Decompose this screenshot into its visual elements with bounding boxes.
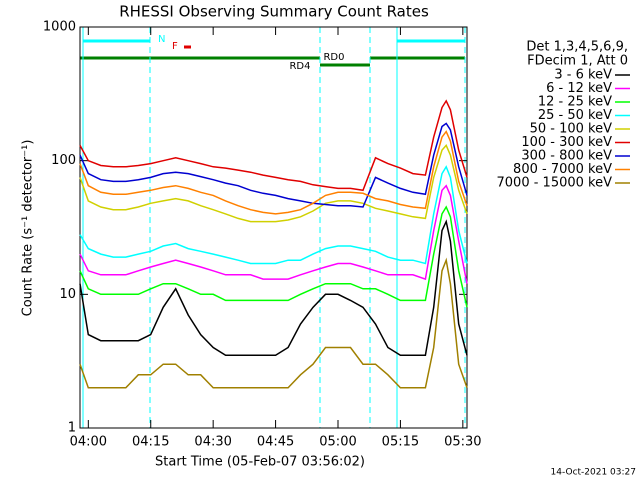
series-line <box>79 130 468 215</box>
legend-label: 7000 - 15000 keV <box>497 176 613 191</box>
plot-frame <box>79 26 468 429</box>
x-axis-label: Start Time (05-Feb-07 03:56:02) <box>155 455 365 470</box>
x-tick-label: 04:15 <box>132 435 169 450</box>
annotation: RD4 <box>289 61 310 72</box>
legend-label: 6 - 12 keV <box>546 81 612 96</box>
series-line <box>79 205 468 308</box>
series-line <box>79 144 468 223</box>
legend-label: 50 - 100 keV <box>530 122 613 137</box>
x-tick-label: 04:00 <box>70 435 107 450</box>
annotation: F <box>172 41 178 52</box>
y-tick-label: 1000 <box>43 20 76 35</box>
legend-label: 100 - 300 keV <box>521 135 612 150</box>
legend-label: 300 - 800 keV <box>521 149 612 164</box>
y-tick-label: 1 <box>68 421 76 436</box>
y-axis-label: Count Rate (s⁻¹ detector⁻¹) <box>21 140 36 317</box>
x-tick-label: 05:00 <box>319 435 356 450</box>
legend-label: 12 - 25 keV <box>538 95 612 110</box>
y-tick-label: 10 <box>59 287 76 302</box>
chart-title: RHESSI Observing Summary Count Rates <box>119 3 429 21</box>
annotation: N <box>158 34 165 45</box>
series-line <box>79 99 468 192</box>
x-tick-label: 05:15 <box>382 435 419 450</box>
series-line <box>79 165 468 265</box>
legend-label: 25 - 50 keV <box>538 108 612 123</box>
legend-header: Det 1,3,4,5,6,9, <box>526 40 628 55</box>
series-line <box>79 122 468 208</box>
legend-header: FDecim 1, Att 0 <box>527 54 628 69</box>
annotation: RD0 <box>323 52 344 63</box>
legend-label: 3 - 6 keV <box>554 68 612 83</box>
state-bars: N F RD0 RD4 <box>80 27 466 428</box>
series-line <box>79 257 468 389</box>
legend-label: 800 - 7000 keV <box>513 162 612 177</box>
footer: 14-Oct-2021 03:27 <box>551 468 636 478</box>
series-line <box>79 219 468 357</box>
x-tick-label: 04:45 <box>257 435 294 450</box>
x-tick-label: 04:30 <box>194 435 231 450</box>
y-tick-label: 100 <box>51 153 76 168</box>
series-line <box>79 184 468 284</box>
x-tick-label: 05:30 <box>444 435 481 450</box>
